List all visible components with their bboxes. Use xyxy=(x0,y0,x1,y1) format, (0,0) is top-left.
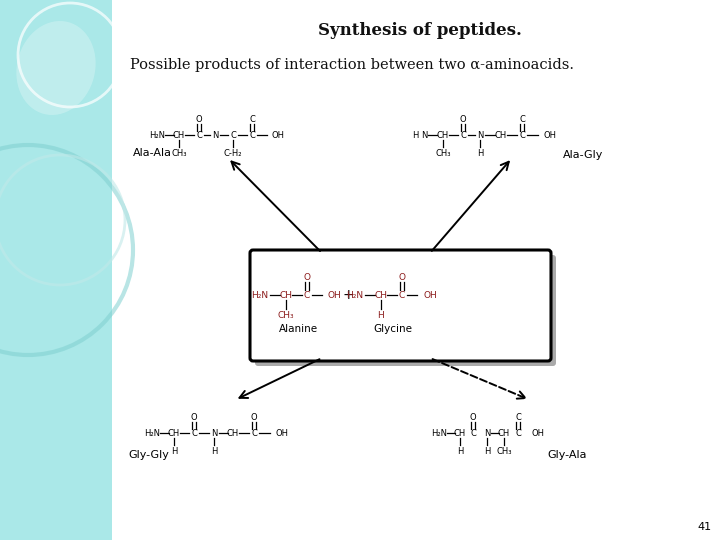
Text: H: H xyxy=(377,310,384,320)
Text: H₂N: H₂N xyxy=(144,429,160,437)
Text: CH₃: CH₃ xyxy=(278,310,294,320)
Text: C: C xyxy=(515,429,521,437)
Text: CH: CH xyxy=(227,429,239,437)
Text: O: O xyxy=(196,116,202,125)
Text: C: C xyxy=(230,131,236,139)
Text: C: C xyxy=(519,131,525,139)
Text: O: O xyxy=(251,414,257,422)
Text: O: O xyxy=(304,273,310,281)
Text: CH₃: CH₃ xyxy=(436,148,451,158)
Text: OH: OH xyxy=(531,429,544,437)
Text: Ala-Gly: Ala-Gly xyxy=(563,150,603,160)
Text: C: C xyxy=(515,414,521,422)
Text: H: H xyxy=(171,447,177,456)
Text: CH: CH xyxy=(173,131,185,139)
Text: H: H xyxy=(484,447,490,456)
Text: N: N xyxy=(212,131,218,139)
Text: H: H xyxy=(477,148,483,158)
Text: N: N xyxy=(211,429,217,437)
Text: O: O xyxy=(398,273,405,281)
Text: O: O xyxy=(469,414,477,422)
Text: O: O xyxy=(191,414,197,422)
Text: C: C xyxy=(460,131,466,139)
Text: CH: CH xyxy=(495,131,507,139)
Text: CH: CH xyxy=(279,291,292,300)
Text: CH: CH xyxy=(454,429,466,437)
Text: H₂N: H₂N xyxy=(431,429,447,437)
Text: CH: CH xyxy=(168,429,180,437)
Text: C: C xyxy=(196,131,202,139)
Text: OH: OH xyxy=(543,131,556,139)
Text: OH: OH xyxy=(423,291,437,300)
Text: C: C xyxy=(519,116,525,125)
Text: OH: OH xyxy=(272,131,285,139)
Text: CH: CH xyxy=(437,131,449,139)
Text: CH₃: CH₃ xyxy=(496,447,512,456)
FancyBboxPatch shape xyxy=(255,255,556,366)
Text: H N: H N xyxy=(413,131,428,139)
FancyBboxPatch shape xyxy=(250,250,551,361)
Text: C: C xyxy=(191,429,197,437)
Text: H₂N: H₂N xyxy=(149,131,165,139)
Text: Glycine: Glycine xyxy=(374,324,413,334)
Text: C: C xyxy=(304,291,310,300)
Text: Ala-Ala: Ala-Ala xyxy=(133,148,172,158)
Text: Synthesis of peptides.: Synthesis of peptides. xyxy=(318,22,522,39)
Text: 41: 41 xyxy=(698,522,712,532)
Text: C: C xyxy=(470,429,476,437)
Text: C: C xyxy=(251,429,257,437)
Text: Gly-Gly: Gly-Gly xyxy=(128,450,169,460)
Text: OH: OH xyxy=(328,291,342,300)
Text: H₂N: H₂N xyxy=(251,291,268,300)
Text: CH: CH xyxy=(498,429,510,437)
Text: C-H₂: C-H₂ xyxy=(224,148,242,158)
Text: OH: OH xyxy=(275,429,288,437)
Text: +: + xyxy=(342,288,354,302)
Text: H: H xyxy=(456,447,463,456)
Text: CH₃: CH₃ xyxy=(171,148,186,158)
Ellipse shape xyxy=(17,21,96,115)
Text: C: C xyxy=(249,131,255,139)
Text: O: O xyxy=(459,116,467,125)
Text: H: H xyxy=(211,447,217,456)
Text: Gly-Ala: Gly-Ala xyxy=(547,450,587,460)
Text: CH: CH xyxy=(374,291,387,300)
Text: Alanine: Alanine xyxy=(279,324,318,334)
Text: C: C xyxy=(249,116,255,125)
Bar xyxy=(0,0,112,540)
Text: N: N xyxy=(484,429,490,437)
Text: Possible products of interaction between two α-aminoacids.: Possible products of interaction between… xyxy=(130,58,574,72)
Text: N: N xyxy=(477,131,483,139)
Text: C: C xyxy=(399,291,405,300)
Text: H₂N: H₂N xyxy=(346,291,363,300)
